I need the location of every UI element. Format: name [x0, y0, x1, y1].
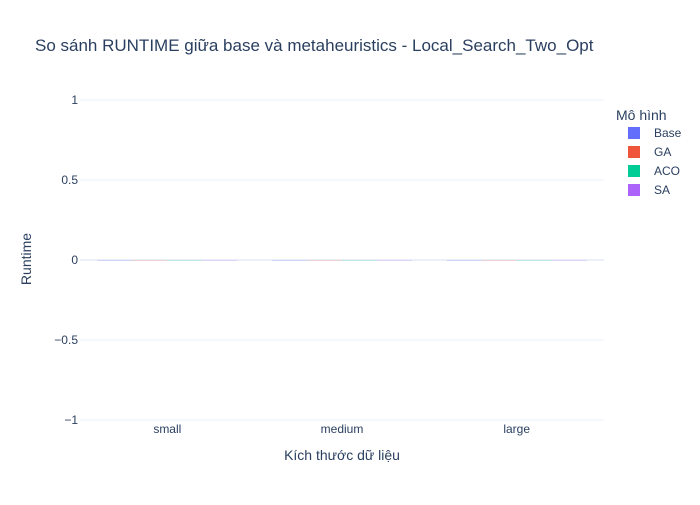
legend-label-sa: SA	[654, 183, 670, 197]
y-tick-label: 0.5	[61, 173, 78, 187]
bar-aco[interactable]	[516, 260, 552, 261]
x-tick-label: large	[503, 422, 530, 436]
y-tick-label: 1	[71, 93, 78, 107]
bar-ga[interactable]	[132, 260, 168, 261]
legend-label-aco: ACO	[654, 164, 680, 178]
x-axis-title: Kích thước dữ liệu	[284, 447, 400, 463]
y-tick-label: −0.5	[54, 333, 78, 347]
y-axis-ticks: 1 0.5 0 −0.5 −1	[54, 93, 78, 427]
bar-sa[interactable]	[551, 260, 587, 261]
grid-layer	[80, 99, 604, 421]
legend-label-base: Base	[654, 126, 682, 140]
legend-swatch-aco	[628, 165, 640, 177]
legend-title: Mô hình	[616, 107, 667, 123]
bar-base[interactable]	[446, 260, 482, 261]
bar-aco[interactable]	[342, 260, 377, 261]
y-axis-title: Runtime	[18, 233, 34, 285]
legend: Mô hình Base GA ACO SA	[616, 107, 682, 197]
x-tick-label: medium	[321, 422, 364, 436]
legend-swatch-base	[628, 127, 640, 139]
y-tick-label: −1	[64, 413, 78, 427]
chart-title: So sánh RUNTIME giữa base và metaheurist…	[35, 36, 594, 55]
legend-items: Base GA ACO SA	[628, 126, 682, 197]
bar-sa[interactable]	[376, 260, 412, 261]
bar-ga[interactable]	[307, 260, 342, 261]
bar-ga[interactable]	[481, 260, 517, 261]
x-axis-ticks: small medium large	[153, 422, 530, 436]
bar-sa[interactable]	[202, 260, 238, 261]
bar-base[interactable]	[272, 260, 308, 261]
legend-swatch-sa	[628, 184, 640, 196]
x-tick-label: small	[153, 422, 181, 436]
legend-label-ga: GA	[654, 145, 671, 159]
bar-aco[interactable]	[167, 260, 203, 261]
y-tick-label: 0	[71, 253, 78, 267]
bar-base[interactable]	[97, 260, 133, 261]
bar-layer	[97, 260, 587, 261]
legend-swatch-ga	[628, 146, 640, 158]
